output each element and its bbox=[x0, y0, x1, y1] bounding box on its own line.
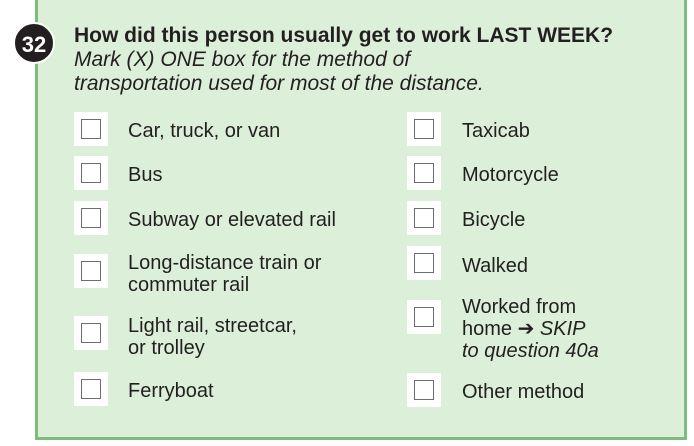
checkbox[interactable] bbox=[74, 372, 108, 406]
checkbox[interactable] bbox=[74, 201, 108, 235]
skip-text: SKIP bbox=[539, 318, 586, 340]
option-label-line-2: home ➔ SKIP bbox=[462, 318, 586, 340]
checkbox[interactable] bbox=[407, 156, 441, 190]
question-instruction-2: transportation used for most of the dist… bbox=[74, 72, 484, 95]
checkbox[interactable] bbox=[407, 201, 441, 235]
checkbox[interactable] bbox=[407, 112, 441, 146]
option-label: Ferryboat bbox=[128, 380, 214, 402]
question-text: How did this person usually get to work … bbox=[74, 24, 634, 96]
question-instruction-1: Mark (X) ONE box for the method of bbox=[74, 48, 411, 71]
question-panel bbox=[35, 0, 687, 440]
option-label-line-2: commuter rail bbox=[128, 274, 250, 296]
option-label: Motorcycle bbox=[462, 164, 559, 186]
checkbox[interactable] bbox=[407, 373, 441, 407]
option-label: Car, truck, or van bbox=[128, 120, 281, 142]
question-bold-text: How did this person usually get to work … bbox=[74, 24, 614, 47]
option-label-line-1: Worked from bbox=[462, 296, 577, 318]
option-label: Other method bbox=[462, 381, 585, 403]
checkbox[interactable] bbox=[74, 316, 108, 350]
checkbox[interactable] bbox=[74, 156, 108, 190]
checkbox[interactable] bbox=[74, 112, 108, 146]
checkbox[interactable] bbox=[407, 300, 441, 334]
question-number-badge: 32 bbox=[13, 22, 55, 64]
option-label-line-1: Light rail, streetcar, bbox=[128, 315, 297, 337]
option-label-line-3: to question 40a bbox=[462, 340, 599, 362]
option-label: Taxicab bbox=[462, 120, 530, 142]
home-text: home bbox=[462, 318, 513, 340]
skip-arrow-icon: ➔ bbox=[517, 318, 535, 340]
option-label: Subway or elevated rail bbox=[128, 209, 336, 231]
option-label: Walked bbox=[462, 255, 528, 277]
option-label: Bicycle bbox=[462, 209, 526, 231]
option-label-line-2: or trolley bbox=[128, 337, 205, 359]
checkbox[interactable] bbox=[74, 254, 108, 288]
checkbox[interactable] bbox=[407, 246, 441, 280]
option-label: Bus bbox=[128, 164, 163, 186]
option-label-line-1: Long-distance train or bbox=[128, 252, 322, 274]
